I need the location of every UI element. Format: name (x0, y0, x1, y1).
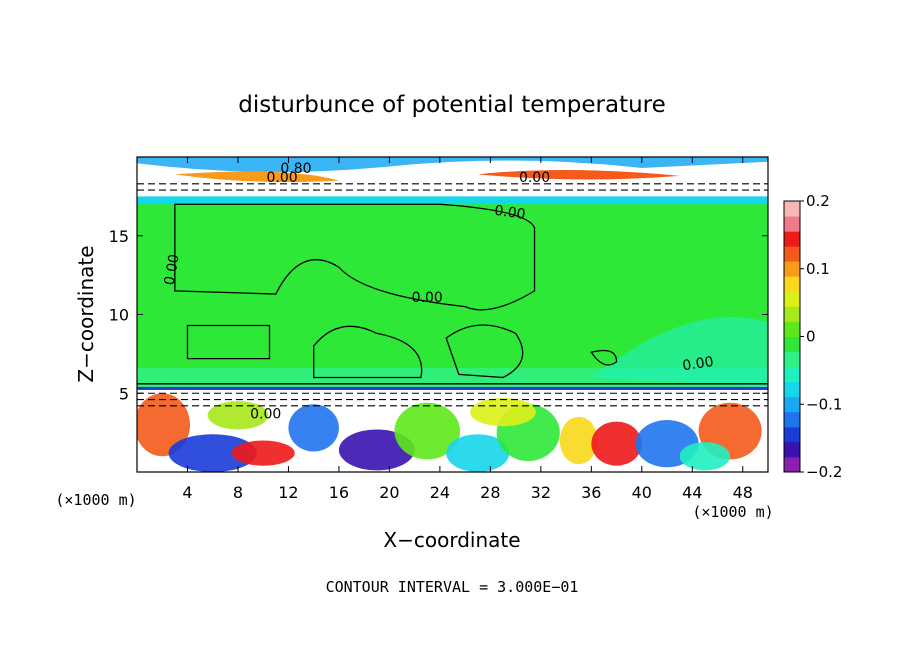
colorbar-swatch (784, 276, 800, 292)
field-upper-warm-patch (174, 171, 339, 183)
contour-label: 0.00 (493, 203, 526, 223)
colorbar-swatch (784, 291, 800, 307)
colorbar-swatch (784, 336, 800, 353)
x-tick-label: 32 (531, 483, 551, 502)
colorbar-swatch (784, 201, 800, 217)
contour-label: 0.00 (519, 170, 550, 186)
x-tick-label: 40 (632, 483, 652, 502)
contour-solid (186, 324, 271, 360)
field-upper-cold-band (137, 157, 768, 173)
contour-solid (590, 349, 618, 366)
contour-solid (445, 324, 524, 379)
field-patch (231, 440, 295, 466)
contour-interval-note: CONTOUR INTERVAL = 3.000E−01 (326, 578, 579, 596)
y-tick-label: 5 (119, 384, 129, 403)
y-tick-label: 15 (109, 227, 129, 246)
x-tick-label: 48 (733, 483, 753, 502)
contour-label: 0.80 (280, 161, 311, 177)
colorbar-swatch (784, 351, 800, 368)
contour-label: 0.00 (250, 406, 281, 422)
x-tick-label: 28 (480, 483, 500, 502)
x-axis-label: X−coordinate (383, 528, 520, 552)
x-unit-right-label: (×1000 m) (692, 503, 773, 521)
field-patch (168, 434, 257, 472)
field-patch (679, 442, 731, 471)
field-patch (288, 404, 339, 452)
x-tick-label: 16 (329, 483, 349, 502)
y-tick-label: 10 (109, 306, 129, 325)
field-patch (559, 416, 598, 465)
y-axis: 5 10 15 (109, 227, 768, 403)
colorbar-tick-label: 0.2 (806, 192, 830, 210)
contour-labels: 0.000.800.000.000.000.000.000.00 (162, 161, 715, 423)
field-patch (591, 421, 642, 466)
contour-lines (137, 183, 768, 407)
colorbar: 0.2 0.1 0 −0.1 −0.2 (783, 192, 842, 481)
contour-solid (174, 203, 536, 311)
contour-label: 0.00 (267, 170, 298, 186)
field-patch (394, 402, 461, 460)
temperature-field (137, 157, 768, 472)
x-unit-left-label: (×1000 m) (55, 491, 136, 509)
contour-label: 0.00 (681, 354, 714, 374)
colorbar-swatch (784, 321, 800, 337)
colorbar-swatch (784, 396, 800, 413)
colorbar-swatch (784, 381, 800, 398)
colorbar-swatch (784, 231, 800, 247)
contour-solid (313, 325, 423, 379)
field-tropopause-band (137, 196, 768, 205)
colorbar-tick-label: 0.1 (806, 260, 830, 278)
colorbar-swatch (784, 246, 800, 262)
field-patch (207, 401, 269, 430)
colorbar-tick-label: −0.1 (806, 395, 842, 413)
colorbar-swatch (784, 456, 800, 473)
field-upper-warm-patch (477, 169, 680, 180)
x-tick-label: 20 (379, 483, 399, 502)
field-patch (338, 429, 415, 471)
x-tick-label: 36 (581, 483, 601, 502)
colorbar-swatch (784, 306, 800, 322)
x-tick-label: 44 (682, 483, 702, 502)
x-tick-label: 4 (182, 483, 192, 502)
x-axis: 4 8 12 16 20 24 28 32 36 40 44 48 (182, 157, 753, 502)
colorbar-tick-label: 0 (806, 328, 816, 346)
field-inversion-line (137, 386, 768, 390)
contour-label: 0.00 (412, 290, 443, 306)
x-tick-label: 24 (430, 483, 450, 502)
y-axis-label: Z−coordinate (74, 245, 98, 382)
field-patch (137, 393, 190, 457)
x-tick-label: 8 (233, 483, 243, 502)
contour-label: 0.00 (162, 253, 183, 286)
colorbar-swatch (784, 426, 800, 443)
colorbar-swatch (784, 411, 800, 428)
colorbar-swatch (784, 261, 800, 277)
colorbar-swatch (784, 216, 800, 232)
field-patch (470, 397, 536, 427)
colorbar-swatch (784, 366, 800, 383)
x-tick-label: 12 (278, 483, 298, 502)
field-mid-cyan-plume (591, 316, 768, 387)
colorbar-swatch (784, 441, 800, 458)
colorbar-tick-label: −0.2 (806, 463, 842, 481)
field-patch (446, 434, 510, 472)
chart-title: disturbunce of potential temperature (238, 92, 666, 118)
